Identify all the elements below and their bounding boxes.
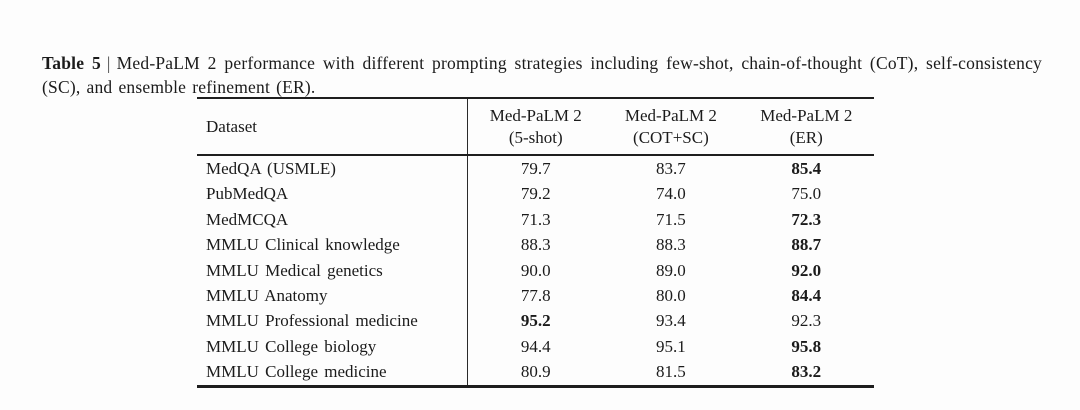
score-value: 95.1 (656, 336, 686, 356)
dataset-label: MMLU College biology (197, 333, 469, 360)
results-table-container: Dataset Med-PaLM 2 (5-shot) Med-PaLM 2 (… (197, 97, 874, 388)
table-row: MedQA (USMLE) 79.7 83.7 85.4 (197, 155, 874, 182)
score-value: 74.0 (656, 184, 686, 204)
score-value: 83.2 (791, 362, 822, 382)
table-row: MedMCQA 71.3 71.5 72.3 (197, 206, 874, 233)
score-value: 79.2 (520, 184, 551, 204)
score-value: 83.7 (656, 159, 686, 178)
dataset-label: MedQA (USMLE) (197, 155, 469, 182)
table-row: MMLU Professional medicine 95.2 93.4 92.3 (197, 308, 874, 334)
score-value: 79.7 (520, 159, 551, 178)
score-value: 77.8 (520, 286, 551, 306)
table-row: MMLU Anatomy 77.8 80.0 84.4 (197, 283, 874, 309)
table-caption: Table 5 | Med-PaLM 2 performance with diff… (42, 51, 1042, 99)
score-value: 84.4 (791, 286, 822, 306)
score-value: 75.0 (791, 184, 822, 204)
column-header-5shot: Med-PaLM 2 (5-shot) (467, 98, 604, 156)
score-value: 71.3 (520, 209, 551, 229)
dataset-label: MMLU Medical genetics (197, 257, 469, 284)
column-header-cotsc-line2: (COT+SC) (633, 127, 709, 147)
table-row: MMLU Medical genetics 90.0 89.0 92.0 (197, 257, 874, 284)
column-header-dataset: Dataset (197, 98, 469, 156)
score-value: 80.0 (656, 286, 686, 306)
dataset-label: MMLU Anatomy (197, 283, 469, 309)
score-value: 94.4 (520, 336, 551, 356)
header-row: Dataset Med-PaLM 2 (5-shot) Med-PaLM 2 (… (197, 98, 874, 156)
column-header-er-line2: (ER) (789, 127, 823, 147)
score-value: 72.3 (791, 209, 822, 229)
dataset-label: MedMCQA (197, 206, 469, 233)
dataset-label: MMLU Professional medicine (197, 308, 469, 334)
score-value: 88.7 (791, 235, 822, 255)
table-header: Dataset Med-PaLM 2 (5-shot) Med-PaLM 2 (… (197, 98, 874, 156)
column-header-5shot-line1: Med-PaLM 2 (489, 105, 582, 125)
table-body: MedQA (USMLE) 79.7 83.7 85.4 PubMedQA 79.2 74.… (197, 155, 874, 387)
caption-table-number: Table 5 (42, 52, 101, 73)
score-value: 88.3 (656, 235, 686, 255)
dataset-label: MMLU College medicine (197, 359, 469, 387)
column-header-er-line1: Med-PaLM 2 (760, 105, 853, 125)
score-value: 95.8 (791, 336, 822, 356)
table-row: PubMedQA 79.2 74.0 75.0 (197, 181, 874, 207)
dataset-label: PubMedQA (197, 181, 469, 207)
column-header-cotsc-line1: Med-PaLM 2 (624, 105, 717, 125)
table-row: MMLU College biology 94.4 95.1 95.8 (197, 333, 874, 360)
score-value: 90.0 (520, 260, 551, 280)
score-value: 95.2 (520, 311, 551, 331)
caption-separator: | (106, 52, 111, 73)
score-value: 89.0 (656, 260, 686, 280)
table-row: MMLU College medicine 80.9 81.5 83.2 (197, 359, 874, 387)
score-value: 88.3 (520, 235, 551, 255)
score-value: 71.5 (656, 209, 686, 229)
results-table: Dataset Med-PaLM 2 (5-shot) Med-PaLM 2 (… (197, 97, 874, 388)
dataset-label: MMLU Clinical knowledge (197, 232, 469, 258)
score-value: 81.5 (656, 362, 686, 382)
score-value: 92.3 (791, 311, 822, 331)
score-value: 80.9 (520, 362, 551, 382)
score-value: 92.0 (791, 260, 822, 280)
column-header-cotsc: Med-PaLM 2 (COT+SC) (603, 98, 739, 156)
table-row: MMLU Clinical knowledge 88.3 88.3 88.7 (197, 232, 874, 258)
column-header-er: Med-PaLM 2 (ER) (738, 98, 874, 156)
score-value: 93.4 (656, 311, 686, 331)
column-header-5shot-line2: (5-shot) (508, 127, 563, 147)
score-value: 85.4 (791, 159, 822, 178)
caption-text: Med-PaLM 2 performance with different pr… (42, 52, 1042, 97)
